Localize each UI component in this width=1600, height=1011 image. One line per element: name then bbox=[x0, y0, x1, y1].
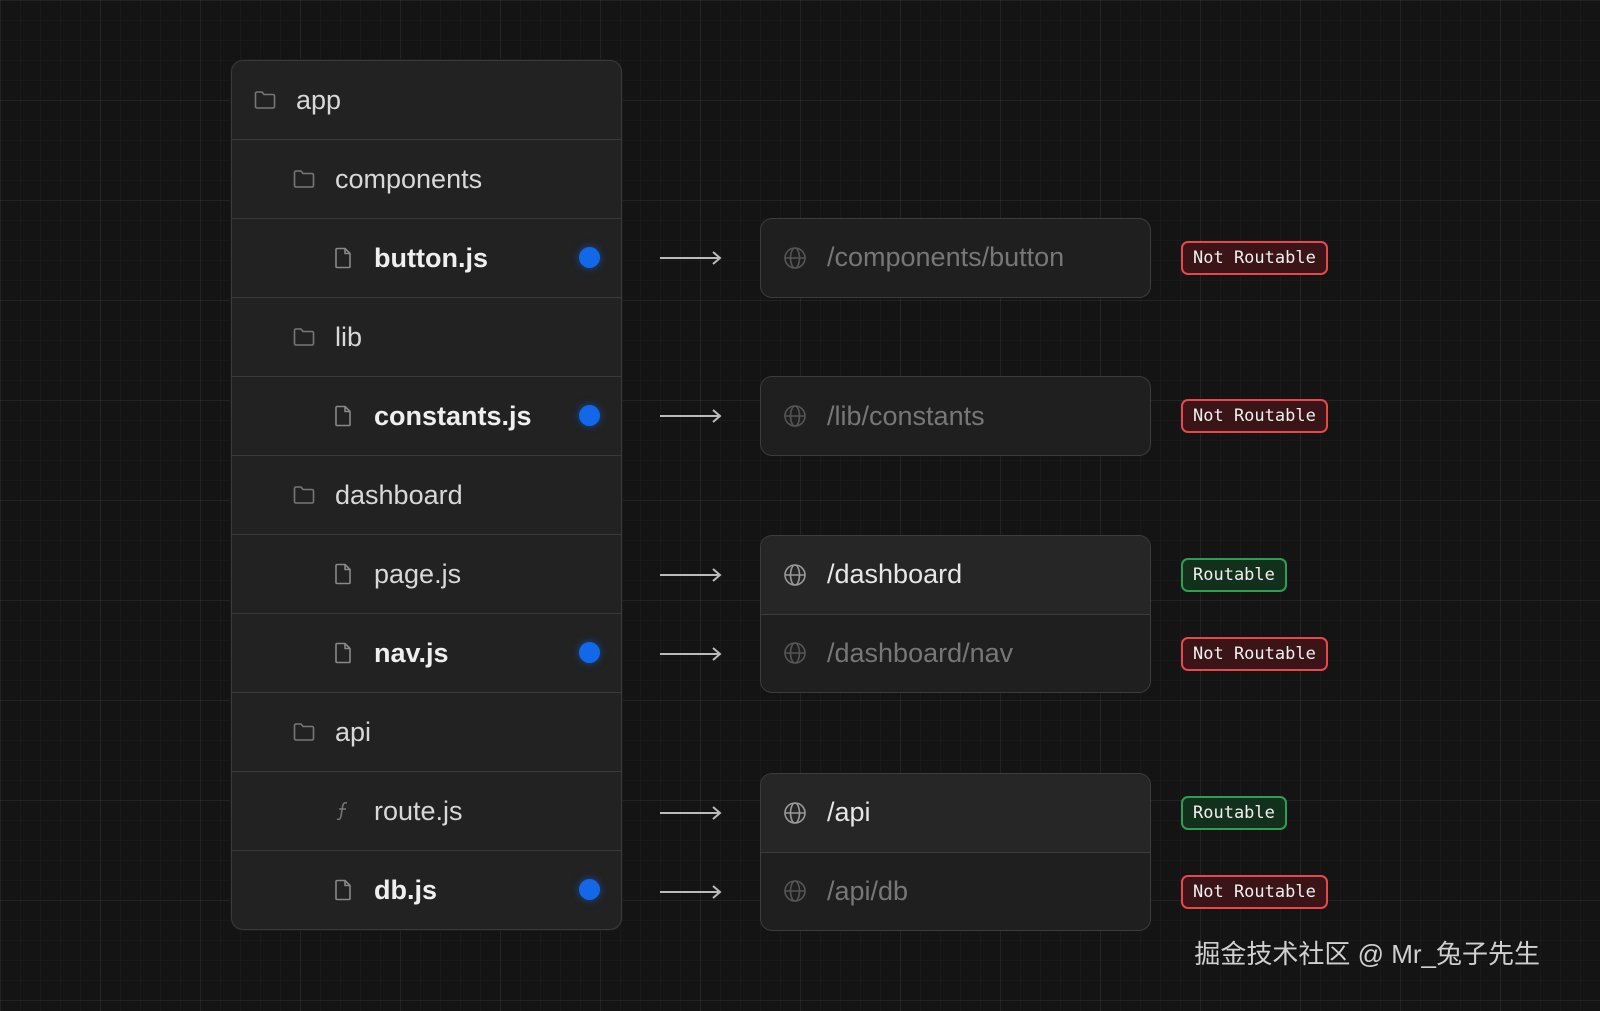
tree-item[interactable]: nav.js bbox=[232, 613, 621, 692]
route-box: /api/api/db bbox=[760, 772, 1151, 931]
route-item[interactable]: /api bbox=[761, 773, 1150, 852]
tree-item[interactable]: lib bbox=[232, 297, 621, 376]
tree-item-label: lib bbox=[335, 321, 363, 352]
arrow-icon bbox=[660, 409, 722, 423]
not-routable-badge: Not Routable bbox=[1181, 240, 1328, 275]
tree-item-label: route.js bbox=[374, 795, 463, 826]
routable-badge: Routable bbox=[1181, 795, 1287, 830]
tree-item[interactable]: db.js bbox=[232, 850, 621, 929]
routable-badge: Routable bbox=[1181, 557, 1287, 592]
tree-item[interactable]: page.js bbox=[232, 534, 621, 613]
tree-item-label: api bbox=[335, 716, 372, 747]
route-item[interactable]: /dashboard bbox=[761, 535, 1150, 614]
file-icon bbox=[332, 642, 354, 664]
folder-icon bbox=[293, 168, 315, 190]
globe-icon bbox=[783, 563, 807, 587]
tree-item[interactable]: route.js bbox=[232, 771, 621, 850]
tree-item[interactable]: api bbox=[232, 692, 621, 771]
route-path: /components/button bbox=[827, 242, 1065, 273]
globe-icon bbox=[783, 641, 807, 665]
arrow-icon bbox=[660, 647, 722, 661]
tree-item-label: nav.js bbox=[374, 637, 449, 668]
route-box: /components/button bbox=[760, 217, 1151, 298]
not-routable-badge: Not Routable bbox=[1181, 875, 1328, 909]
arrow-icon bbox=[660, 885, 722, 899]
function-icon bbox=[332, 800, 354, 822]
route-item[interactable]: /dashboard/nav bbox=[761, 613, 1150, 692]
status-dot bbox=[579, 879, 600, 900]
route-item[interactable]: /api/db bbox=[761, 851, 1150, 930]
file-icon bbox=[332, 247, 354, 269]
globe-icon bbox=[783, 404, 807, 428]
route-item[interactable]: /lib/constants bbox=[761, 377, 1150, 455]
tree-item[interactable]: components bbox=[232, 139, 621, 218]
globe-icon bbox=[783, 246, 807, 270]
route-path: /api/db bbox=[827, 875, 909, 906]
file-icon bbox=[332, 563, 354, 585]
folder-icon bbox=[293, 721, 315, 743]
route-item[interactable]: /components/button bbox=[761, 219, 1150, 297]
arrow-icon bbox=[660, 568, 722, 582]
route-box: /dashboard/dashboard/nav bbox=[760, 534, 1151, 693]
tree-item-label: button.js bbox=[374, 242, 488, 273]
file-tree: app components button.js lib constants.js das… bbox=[231, 60, 622, 930]
status-dot bbox=[579, 247, 600, 268]
tree-item[interactable]: constants.js bbox=[232, 376, 621, 455]
tree-item-label: db.js bbox=[374, 874, 438, 905]
arrow-icon bbox=[660, 250, 722, 265]
tree-item[interactable]: button.js bbox=[232, 218, 621, 297]
watermark: 掘金技术社区 @ Mr_兔子先生 bbox=[1194, 939, 1540, 969]
route-path: /lib/constants bbox=[827, 400, 985, 431]
tree-item-label: dashboard bbox=[335, 479, 463, 510]
route-path: /dashboard/nav bbox=[827, 637, 1014, 668]
tree-item[interactable]: app bbox=[232, 61, 621, 139]
not-routable-badge: Not Routable bbox=[1181, 637, 1328, 672]
folder-icon bbox=[293, 484, 315, 506]
arrow-icon bbox=[660, 805, 722, 820]
tree-item-label: constants.js bbox=[374, 400, 532, 431]
status-dot bbox=[579, 642, 600, 663]
not-routable-badge: Not Routable bbox=[1181, 399, 1328, 434]
route-path: /dashboard bbox=[827, 559, 963, 590]
folder-icon bbox=[254, 89, 276, 111]
status-dot bbox=[579, 405, 600, 426]
tree-item-label: app bbox=[296, 84, 342, 115]
globe-icon bbox=[783, 801, 807, 825]
folder-icon bbox=[293, 326, 315, 348]
tree-item-label: components bbox=[335, 163, 483, 194]
tree-item-label: page.js bbox=[374, 558, 462, 589]
route-path: /api bbox=[827, 797, 871, 828]
route-box: /lib/constants bbox=[760, 376, 1151, 457]
file-icon bbox=[332, 879, 354, 901]
tree-item[interactable]: dashboard bbox=[232, 455, 621, 534]
globe-icon bbox=[783, 879, 807, 903]
file-icon bbox=[332, 405, 354, 427]
